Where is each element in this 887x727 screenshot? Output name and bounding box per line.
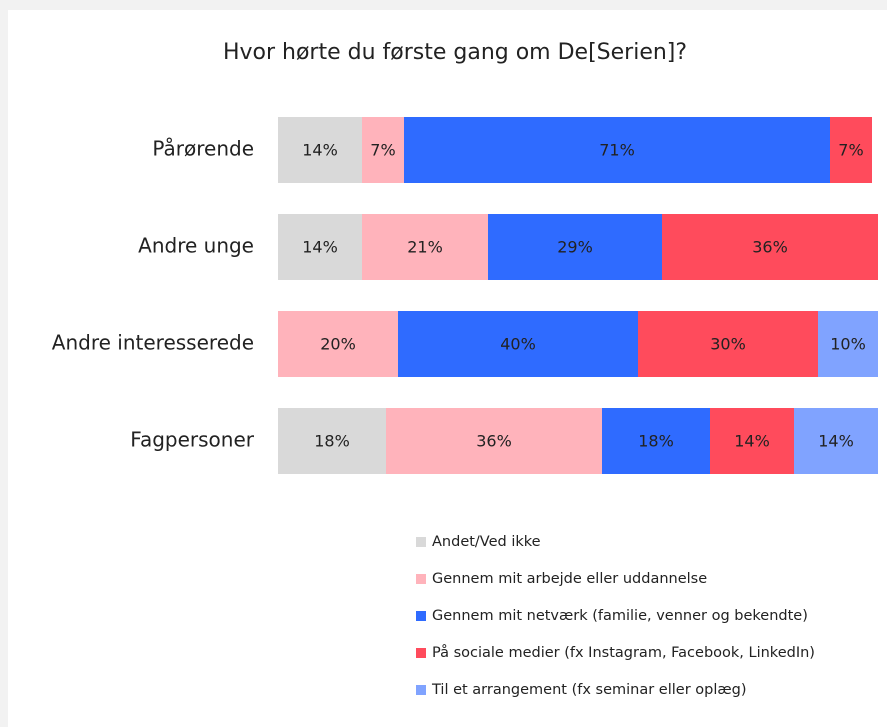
data-label: 21% xyxy=(407,238,443,257)
legend-swatch xyxy=(416,648,426,658)
data-label: 40% xyxy=(500,335,536,354)
data-label: 29% xyxy=(557,238,593,257)
data-label: 14% xyxy=(734,432,770,451)
bar-segment xyxy=(818,311,878,377)
data-label: 14% xyxy=(302,141,338,160)
category-label: Andre unge xyxy=(138,234,254,258)
bar-segment xyxy=(830,117,872,183)
data-label: 10% xyxy=(830,335,866,354)
data-label: 36% xyxy=(476,432,512,451)
bar-segment xyxy=(278,117,362,183)
data-label: 36% xyxy=(752,238,788,257)
data-label: 20% xyxy=(320,335,356,354)
legend-swatch xyxy=(416,611,426,621)
legend-swatch xyxy=(416,685,426,695)
bar-segment xyxy=(794,408,878,474)
legend-swatch xyxy=(416,574,426,584)
category-label: Andre interesserede xyxy=(52,331,254,355)
bar-segment xyxy=(398,311,638,377)
bar-segment xyxy=(278,214,362,280)
data-label: 30% xyxy=(710,335,746,354)
category-label: Pårørende xyxy=(152,137,254,161)
bar-segment xyxy=(278,311,398,377)
bar-segment xyxy=(386,408,602,474)
data-label: 7% xyxy=(838,141,863,160)
data-label: 14% xyxy=(818,432,854,451)
legend-swatch xyxy=(416,537,426,547)
legend-label: Gennem mit arbejde eller uddannelse xyxy=(432,571,707,587)
bar-segment xyxy=(488,214,662,280)
bar-segment xyxy=(362,117,404,183)
bar-segment xyxy=(404,117,830,183)
legend-label: På sociale medier (fx Instagram, Faceboo… xyxy=(432,644,815,661)
data-label: 14% xyxy=(302,238,338,257)
bar-segment xyxy=(638,311,818,377)
data-label: 18% xyxy=(638,432,674,451)
bar-segment xyxy=(278,408,386,474)
data-label: 18% xyxy=(314,432,350,451)
legend-label: Til et arrangement (fx seminar eller opl… xyxy=(431,682,746,698)
bar-segment xyxy=(362,214,488,280)
bar-segment xyxy=(662,214,878,280)
category-label: Fagpersoner xyxy=(130,428,254,452)
data-label: 71% xyxy=(599,141,635,160)
chart-title: Hvor hørte du første gang om De[Serien]? xyxy=(223,40,687,65)
legend-label: Andet/Ved ikke xyxy=(432,534,541,550)
data-label: 7% xyxy=(370,141,395,160)
bar-segment xyxy=(710,408,794,474)
bar-segment xyxy=(602,408,710,474)
legend-label: Gennem mit netværk (familie, venner og b… xyxy=(432,608,808,624)
